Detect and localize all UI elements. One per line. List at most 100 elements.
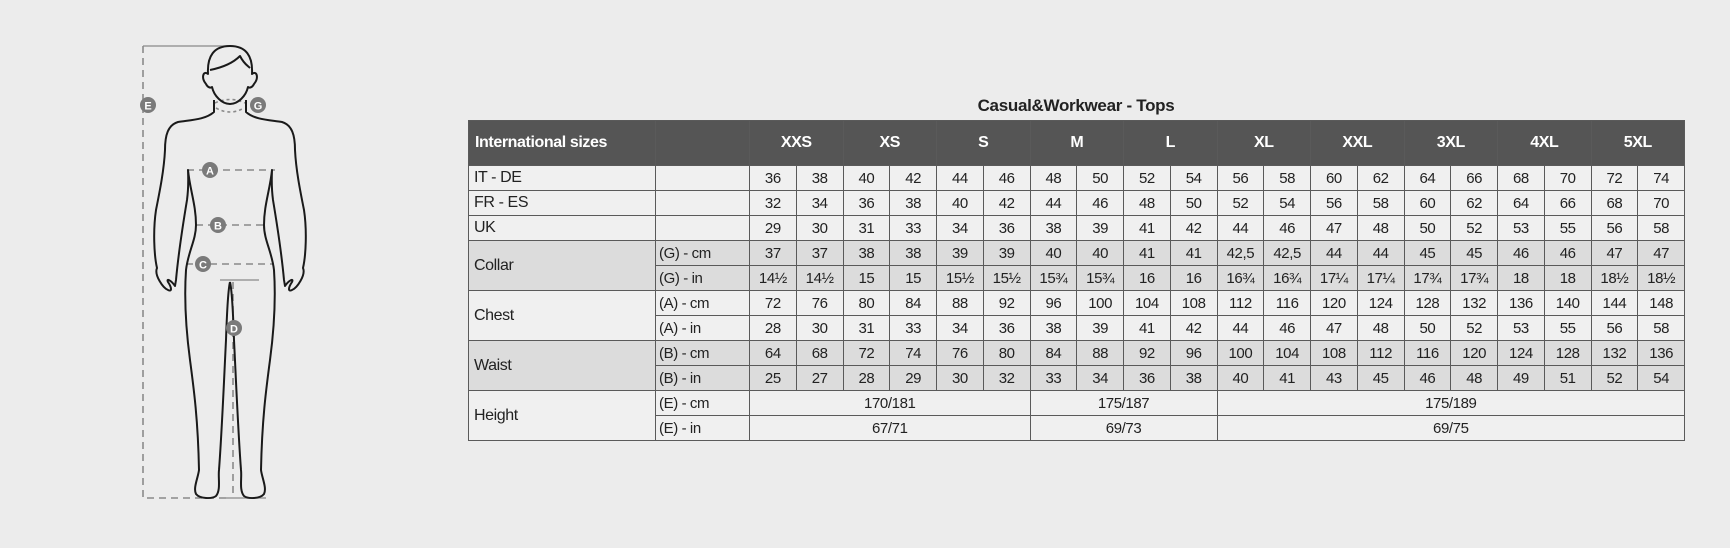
header-size-5xl: 5XL [1590,120,1686,166]
size-value-cell: 72 [842,340,891,366]
size-value-cell: 104 [1263,340,1312,366]
size-value-cell: 64 [749,340,797,366]
size-value-cell: 47 [1310,315,1358,341]
size-value-cell: 64 [1403,165,1452,191]
row-label: IT - DE [468,165,656,191]
row-unit: (G) - in [655,265,750,291]
size-value-cell: 42,5 [1263,240,1312,266]
size-value-cell: 88 [936,290,984,316]
size-value-cell: 36 [982,315,1031,341]
size-range-cell: 170/181 [749,390,1031,416]
size-value-cell: 100 [1216,340,1265,366]
size-value-cell: 42,5 [1216,240,1265,266]
size-value-cell: 15 [842,265,891,291]
size-value-cell: 38 [1029,315,1078,341]
size-value-cell: 48 [1450,365,1499,391]
size-value-cell: 18½ [1590,265,1639,291]
size-value-cell: 96 [1029,290,1078,316]
size-value-cell: 16 [1169,265,1218,291]
size-range-cell: 69/73 [1029,415,1218,441]
size-value-cell: 53 [1497,315,1545,341]
marker-a-icon: A [202,162,218,178]
size-value-cell: 116 [1403,340,1452,366]
row-label: Waist [468,340,656,391]
size-value-cell: 42 [1169,315,1218,341]
size-value-cell: 60 [1310,165,1358,191]
row-unit: (E) - cm [655,390,750,416]
size-value-cell: 120 [1310,290,1358,316]
size-value-cell: 39 [1076,315,1125,341]
size-value-cell: 39 [982,240,1031,266]
size-value-cell: 92 [982,290,1031,316]
row-unit [655,190,750,216]
size-value-cell: 40 [936,190,984,216]
size-value-cell: 68 [1497,165,1545,191]
size-value-cell: 58 [1356,190,1405,216]
size-value-cell: 28 [749,315,797,341]
size-value-cell: 44 [1216,315,1265,341]
header-international-sizes: International sizes [468,120,656,166]
size-value-cell: 30 [795,315,844,341]
row-unit: (B) - cm [655,340,750,366]
size-value-cell: 18½ [1637,265,1686,291]
size-range-cell: 69/75 [1216,415,1686,441]
size-value-cell: 108 [1169,290,1218,316]
size-value-cell: 56 [1590,315,1639,341]
table-row: Height (E) - cm 170/181 175/187 175/189 [468,390,1686,441]
size-value-cell: 37 [795,240,844,266]
size-value-cell: 52 [1450,315,1499,341]
size-value-cell: 14½ [795,265,844,291]
size-value-cell: 74 [1637,165,1686,191]
size-value-cell: 46 [1263,215,1312,241]
size-value-cell: 39 [936,240,984,266]
size-value-cell: 46 [1263,315,1312,341]
size-value-cell: 44 [1029,190,1078,216]
size-value-cell: 144 [1590,290,1639,316]
size-value-cell: 40 [842,165,891,191]
size-value-cell: 50 [1403,315,1452,341]
size-value-cell: 16¾ [1216,265,1265,291]
size-value-cell: 66 [1450,165,1499,191]
size-value-cell: 38 [1029,215,1078,241]
measurement-lines [142,45,275,499]
size-value-cell: 68 [795,340,844,366]
size-value-cell: 49 [1497,365,1545,391]
size-value-cell: 39 [1076,215,1125,241]
size-value-cell: 18 [1543,265,1592,291]
size-value-cell: 56 [1216,165,1265,191]
size-value-cell: 40 [1029,240,1078,266]
size-value-cell: 34 [1076,365,1125,391]
size-value-cell: 34 [795,190,844,216]
size-value-cell: 56 [1590,215,1639,241]
size-value-cell: 44 [1310,240,1358,266]
header-size-3xl: 3XL [1403,120,1499,166]
size-value-cell: 84 [1029,340,1078,366]
size-value-cell: 76 [795,290,844,316]
svg-text:C: C [199,260,207,272]
table-row: UK 29 30 31 33 34 36 38 39 41 42 44 46 47 48 50 52 53 55 56… [468,215,1686,241]
size-value-cell: 55 [1543,215,1592,241]
size-value-cell: 14½ [749,265,797,291]
size-value-cell: 120 [1450,340,1499,366]
size-value-cell: 38 [842,240,891,266]
size-value-cell: 128 [1543,340,1592,366]
header-size-xl: XL [1216,120,1312,166]
table-row: IT - DE 36 38 40 42 44 46 48 50 52 54 56 58 60 62 64 66 6… [468,165,1686,191]
size-value-cell: 64 [1497,190,1545,216]
chart-title: Casual&Workwear - Tops [977,96,1175,115]
row-unit: (A) - cm [655,290,750,316]
table-row: (E) - in 67/71 69/73 69/75 [469,415,1686,441]
size-value-cell: 46 [1543,240,1592,266]
size-value-cell: 41 [1123,240,1171,266]
size-value-cell: 80 [842,290,891,316]
size-value-cell: 34 [936,315,984,341]
size-value-cell: 36 [749,165,797,191]
size-value-cell: 62 [1356,165,1405,191]
size-value-cell: 31 [842,315,891,341]
size-value-cell: 29 [749,215,797,241]
size-value-cell: 60 [1403,190,1452,216]
size-value-cell: 50 [1169,190,1218,216]
table-row: Chest (A) - cm 72 76 80 84 88 92 96 100 104 108 112 1… [468,290,1686,341]
size-value-cell: 41 [1169,240,1218,266]
row-unit: (A) - in [655,315,750,341]
